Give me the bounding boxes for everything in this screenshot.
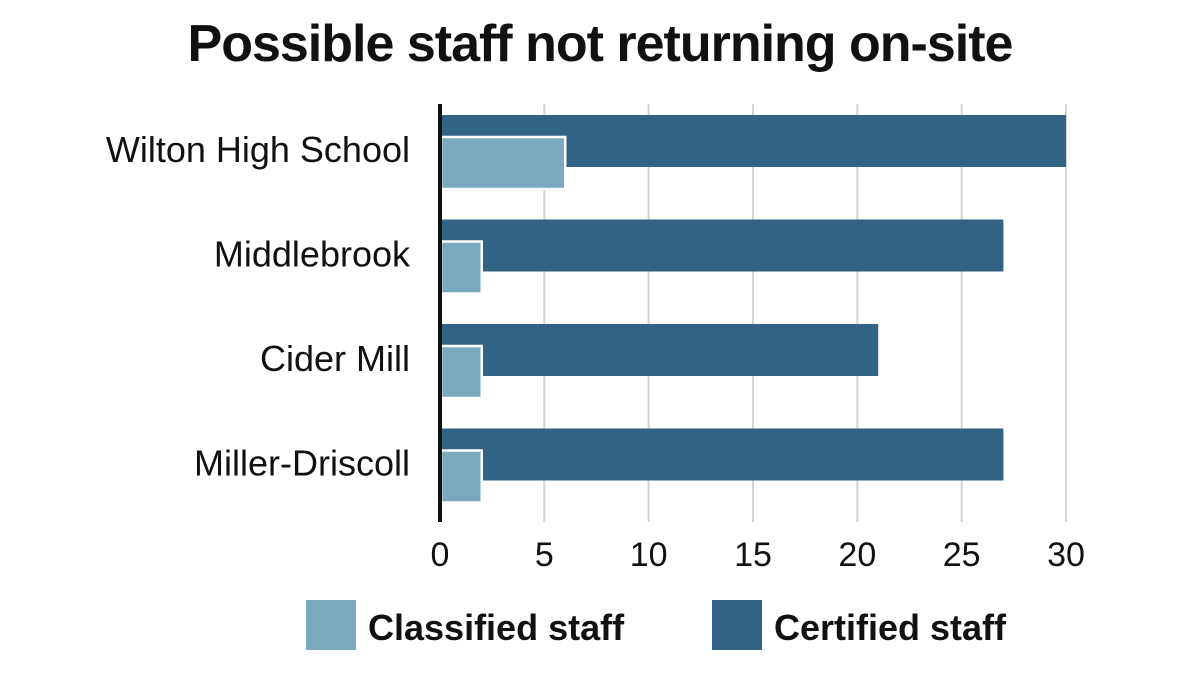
axes: 0 5 10 15 20 25 30 <box>431 104 1085 574</box>
category-label-middlebrook: Middlebrook <box>214 234 411 275</box>
legend: Classified staff Certified staff <box>306 600 1007 650</box>
bar-classified-wilton-high-school <box>439 135 567 191</box>
x-tick-label-0: 0 <box>431 536 450 574</box>
bar-classified-cider-mill <box>439 344 483 400</box>
x-tick-label-20: 20 <box>838 536 876 574</box>
bar-classified-miller-driscoll <box>439 449 483 504</box>
legend-swatch-certified-staff <box>712 600 762 650</box>
legend-label-classified-staff: Classified staff <box>368 607 625 648</box>
x-tick-label-5: 5 <box>535 536 554 574</box>
x-tick-label-30: 30 <box>1047 536 1085 574</box>
category-labels: Wilton High School Middlebrook Cider Mill M… <box>106 129 411 484</box>
category-label-miller-driscoll: Miller-Driscoll <box>194 443 410 484</box>
x-tick-label-10: 10 <box>630 536 668 574</box>
bar-certified-miller-driscoll <box>440 428 1004 481</box>
x-tick-label-25: 25 <box>943 536 981 574</box>
bar-certified-middlebrook <box>440 219 1004 272</box>
bars <box>439 115 1066 504</box>
bar-certified-cider-mill <box>440 324 879 376</box>
x-tick-label-15: 15 <box>734 536 772 574</box>
category-label-wilton-high-school: Wilton High School <box>106 129 410 170</box>
bar-classified-middlebrook <box>439 240 483 295</box>
legend-label-certified-staff: Certified staff <box>774 607 1007 648</box>
legend-swatch-classified-staff <box>306 600 356 650</box>
category-label-cider-mill: Cider Mill <box>260 338 410 379</box>
chart-title: Possible staff not returning on-site <box>187 15 1014 73</box>
